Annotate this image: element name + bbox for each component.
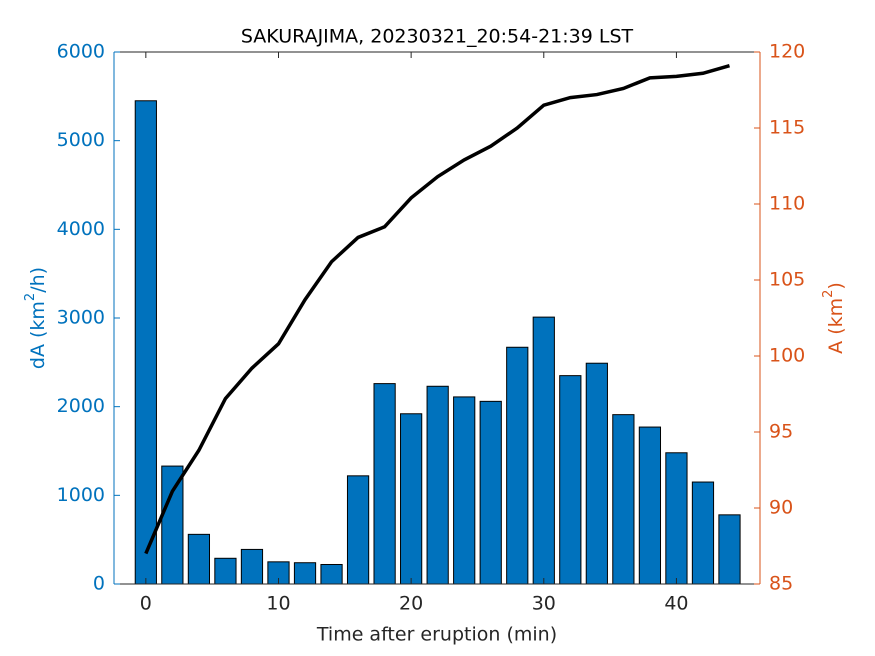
bar bbox=[453, 396, 476, 585]
x-axis-label: Time after eruption (min) bbox=[316, 624, 557, 646]
y2-tick-label: 100 bbox=[769, 345, 805, 367]
y-tick-label: 2000 bbox=[57, 395, 105, 417]
bar bbox=[426, 385, 449, 585]
y2-axis-label-part: ) bbox=[825, 282, 847, 289]
y-axis-label-part: 2 bbox=[23, 293, 38, 301]
bar bbox=[506, 346, 529, 585]
bar bbox=[400, 413, 423, 585]
bar bbox=[346, 475, 370, 585]
y2-tick-label: 115 bbox=[769, 117, 805, 139]
y-tick-label: 5000 bbox=[57, 129, 105, 151]
y-tick-label: 1000 bbox=[57, 484, 105, 506]
bar bbox=[187, 533, 211, 585]
bar bbox=[134, 100, 157, 585]
bar bbox=[479, 400, 502, 585]
x-tick-label: 20 bbox=[399, 593, 423, 615]
y2-tick-label: 90 bbox=[769, 497, 793, 519]
y2-tick-label: 110 bbox=[769, 193, 805, 215]
y-tick-label: 0 bbox=[93, 573, 105, 595]
bar bbox=[665, 452, 688, 585]
y2-tick-label: 105 bbox=[769, 269, 805, 291]
y2-axis-label-part: A (km bbox=[825, 298, 847, 354]
bar bbox=[214, 557, 237, 585]
x-tick-label: 40 bbox=[664, 593, 688, 615]
y2-tick-label: 85 bbox=[769, 573, 793, 595]
bar bbox=[320, 563, 343, 585]
x-tick-label: 30 bbox=[532, 593, 556, 615]
bar bbox=[638, 426, 662, 585]
bar bbox=[691, 481, 715, 585]
bar bbox=[293, 562, 317, 585]
bar bbox=[718, 514, 741, 585]
y-tick-label: 3000 bbox=[57, 307, 105, 329]
y2-axis-label: A (km2) bbox=[821, 282, 847, 354]
x-tick-label: 0 bbox=[140, 593, 152, 615]
y-axis-label-part: dA (km bbox=[27, 301, 49, 369]
y-axis-label: dA (km2/h) bbox=[23, 267, 49, 369]
x-tick-label: 10 bbox=[266, 593, 290, 615]
bar bbox=[240, 548, 264, 585]
bar bbox=[532, 316, 555, 585]
bar bbox=[373, 383, 396, 585]
y2-tick-label: 95 bbox=[769, 421, 793, 443]
area-line bbox=[144, 63, 730, 555]
y2-axis-label-part: 2 bbox=[821, 290, 836, 298]
bar bbox=[559, 375, 582, 585]
chart-title: SAKURAJIMA, 20230321_20:54-21:39 LST bbox=[241, 26, 634, 48]
y-axis-label-part: /h) bbox=[27, 267, 49, 293]
y-tick-label: 4000 bbox=[57, 218, 105, 240]
y2-tick-label: 120 bbox=[769, 41, 805, 63]
bar bbox=[161, 465, 184, 585]
y-tick-label: 6000 bbox=[57, 41, 105, 63]
bar bbox=[585, 362, 608, 585]
bar bbox=[612, 414, 635, 585]
